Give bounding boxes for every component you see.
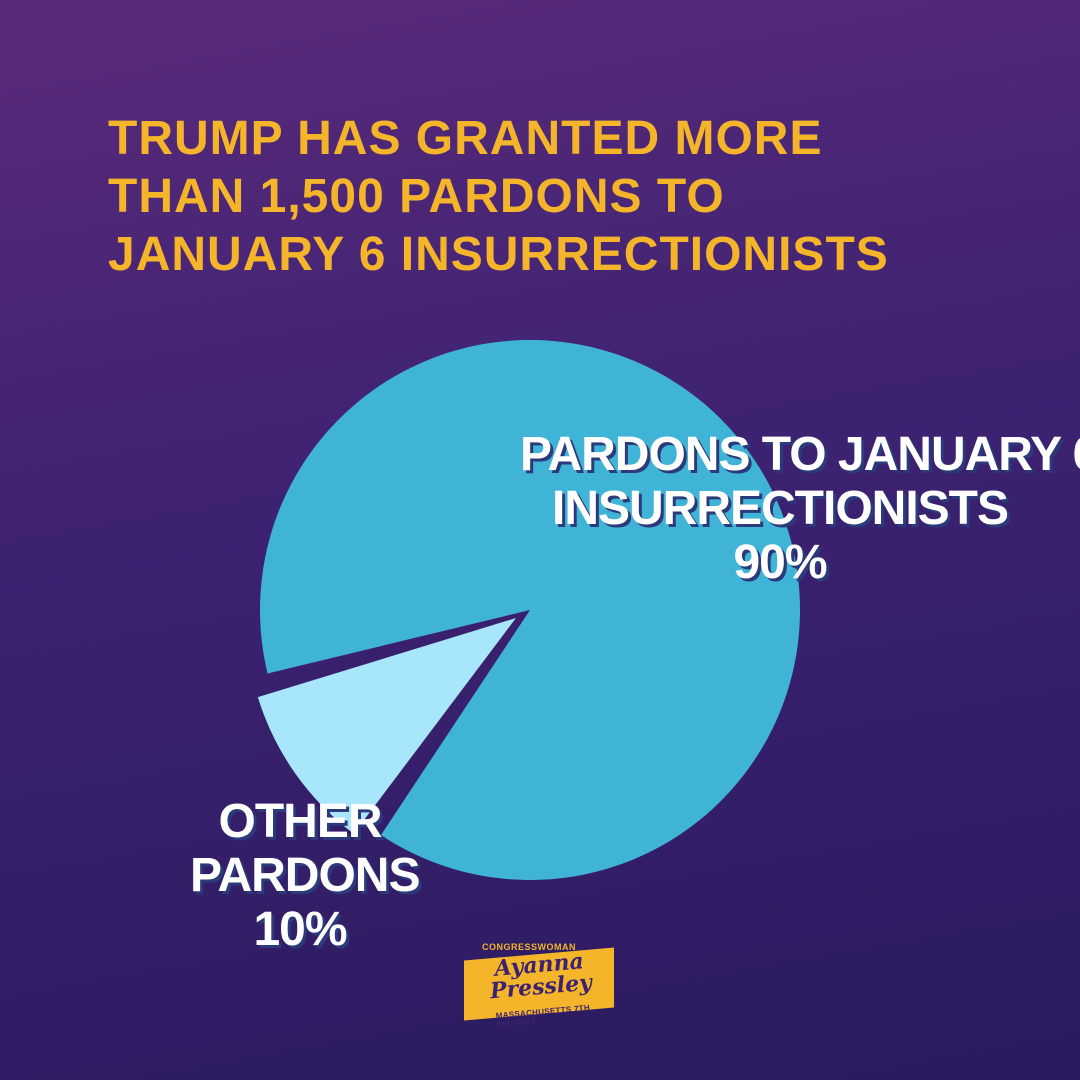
chart-title-line-3: JANUARY 6 INSURRECTIONISTS [108, 228, 889, 281]
slice-label-january-6-line-1: PARDONS TO JANUARY 6 [520, 428, 1080, 481]
logo-top-text: CONGRESSWOMAN [482, 942, 576, 952]
slice-label-other-pardons: OTHER PARDONS 10% [190, 795, 420, 957]
congresswoman-logo: CONGRESSWOMAN Ayanna Pressley MASSACHUSE… [460, 942, 620, 1042]
slice-label-january-6-line-2: INSURRECTIONISTS [551, 482, 1009, 535]
chart-title-line-1: TRUMP HAS GRANTED MORE [108, 112, 823, 165]
pie-slice-other-pardons [257, 618, 516, 834]
pie-slice-january-6 [260, 339, 800, 881]
slice-label-january-6: PARDONS TO JANUARY 6 INSURRECTIONISTS 90… [520, 428, 1080, 590]
slice-label-other-line-1: OTHER [218, 795, 383, 848]
slice-label-other-line-2: PARDONS [190, 849, 420, 902]
chart-title-line-2: THAN 1,500 PARDONS TO [108, 170, 725, 223]
chart-title: TRUMP HAS GRANTED MORE THAN 1,500 PARDON… [108, 110, 988, 284]
slice-label-january-6-percent: 90% [733, 536, 827, 589]
slice-label-other-percent: 10% [253, 903, 347, 956]
logo-name: Ayanna Pressley [468, 948, 611, 1004]
